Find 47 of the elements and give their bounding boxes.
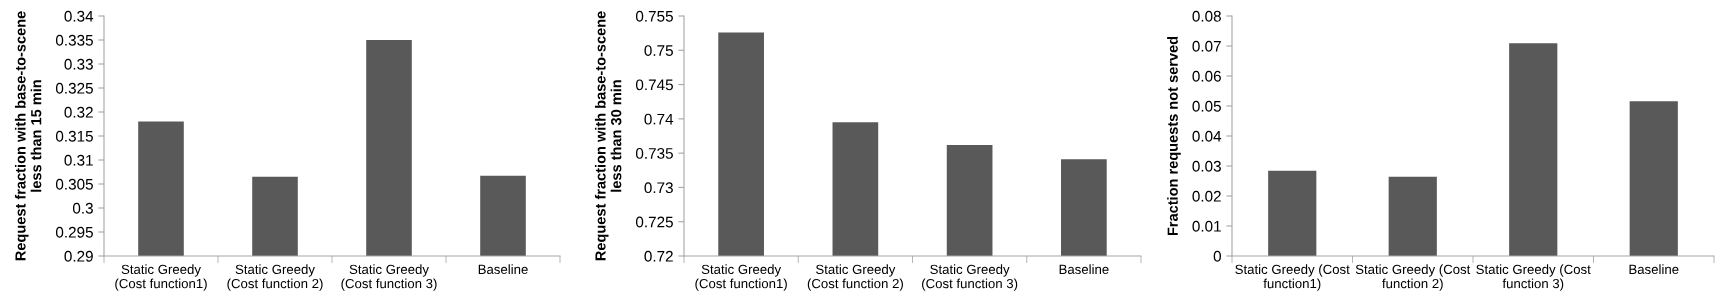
x-tick-label: Static Greedy (Cost function1) [115, 264, 207, 291]
y-tick-label: 0.735 [635, 148, 673, 159]
y-tick-label: 0.305 [55, 178, 93, 190]
y-tick-label: 0.33 [64, 58, 93, 70]
y-tick-label: 0.72 [644, 250, 673, 262]
y-tick-label: 0.08 [1192, 10, 1221, 22]
y-tick-label: 0.74 [644, 113, 674, 125]
y-tick-label: 0.325 [55, 82, 93, 94]
x-tick-label: Static Greedy (Cost function1) [1235, 264, 1350, 291]
y-tick-label: 0.29 [64, 250, 93, 262]
y-axis-title: Request fraction with base-to-scene less than 30 min [594, 11, 622, 261]
x-tick-label: Static Greedy (Cost function1) [695, 264, 787, 291]
y-tick-label: 0.725 [635, 216, 673, 228]
x-tick-label: Static Greedy (Cost function 2) [227, 264, 323, 291]
bar [1629, 101, 1678, 256]
y-tick-label: 0.32 [64, 106, 93, 118]
y-tick-label: 0.73 [644, 182, 673, 194]
y-tick-label: 0.31 [64, 154, 93, 166]
x-tick-label: Baseline [1059, 264, 1109, 275]
y-tick-label: 0.335 [55, 34, 93, 46]
y-tick-label: 0.04 [1192, 130, 1222, 142]
bar [1268, 170, 1317, 256]
y-tick-label: 0.05 [1192, 100, 1221, 112]
x-tick-label: Static Greedy (Cost function 3) [1476, 264, 1591, 291]
x-tick-label: Static Greedy (Cost function 2) [1355, 264, 1471, 291]
y-tick-label: 0.755 [635, 10, 673, 22]
y-tick-label: 0.315 [55, 130, 93, 142]
x-tick-label: Static Greedy (Cost function 3) [341, 264, 437, 291]
y-tick-label: 0.295 [55, 226, 93, 238]
y-tick-label: 0.75 [644, 45, 673, 56]
y-axis-title: Fraction requests not served [1167, 36, 1181, 236]
bar [1388, 176, 1437, 256]
y-tick-label: 0.02 [1192, 190, 1221, 202]
y-tick-label: 0.01 [1192, 220, 1221, 232]
x-tick-label: Baseline [1629, 264, 1679, 275]
y-tick-label: 0.06 [1192, 70, 1221, 82]
x-tick-label: Static Greedy (Cost function 3) [922, 264, 1018, 291]
x-tick-label: Baseline [478, 264, 528, 275]
y-tick-label: 0.34 [64, 10, 94, 22]
y-tick-label: 0 [1213, 250, 1221, 262]
y-axis-title: Request fraction with base-to-scene less than 15 min [14, 11, 42, 261]
y-tick-label: 0.03 [1192, 160, 1221, 172]
y-tick-label: 0.745 [635, 79, 673, 91]
y-tick-label: 0.07 [1192, 40, 1221, 52]
x-tick-label: Static Greedy (Cost function 2) [807, 264, 903, 291]
y-tick-label: 0.3 [72, 202, 93, 214]
bar [1509, 43, 1558, 256]
